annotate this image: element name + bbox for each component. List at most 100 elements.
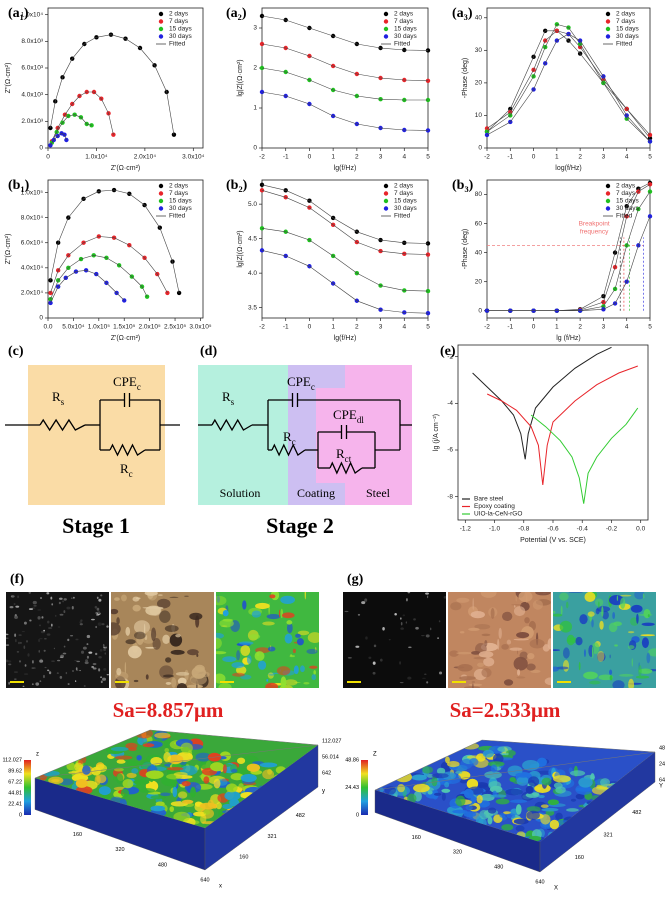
fit-line bbox=[261, 228, 429, 292]
colorbar bbox=[24, 760, 31, 815]
y-tick-label: 160 bbox=[239, 855, 248, 861]
z-tick-label: 112.027 bbox=[322, 738, 341, 744]
colorbar-label: 89.62 bbox=[8, 768, 22, 774]
micrograph-feature bbox=[278, 609, 281, 618]
micrograph-feature bbox=[547, 638, 551, 650]
micrograph-feature bbox=[613, 621, 622, 627]
micrograph-feature bbox=[51, 660, 55, 662]
surface-feature bbox=[164, 748, 170, 753]
legend-label: 15 days bbox=[616, 26, 640, 33]
micrograph-feature bbox=[158, 594, 163, 596]
micrograph-feature bbox=[478, 651, 494, 658]
component-label: CPEdl bbox=[333, 407, 364, 425]
legend-label: 7 days bbox=[394, 190, 414, 197]
micrograph-feature bbox=[14, 633, 17, 637]
surface-feature bbox=[445, 756, 450, 764]
micrograph-feature bbox=[526, 593, 528, 603]
y-tick-label: 3 bbox=[253, 25, 257, 32]
legend-key bbox=[605, 34, 611, 39]
micrograph-feature bbox=[216, 595, 227, 606]
surface-feature bbox=[513, 818, 529, 825]
x-tick-label: 1.0x10⁴ bbox=[85, 154, 108, 161]
micrograph-feature bbox=[32, 660, 34, 664]
x-tick-label: 5 bbox=[648, 154, 652, 161]
micrograph bbox=[553, 592, 656, 688]
axis-name: y bbox=[322, 789, 325, 795]
x-tick-label: 0 bbox=[46, 154, 50, 161]
fit-line bbox=[261, 67, 428, 101]
micrograph-feature bbox=[597, 601, 600, 609]
micrograph-feature bbox=[456, 651, 473, 655]
micrograph-feature bbox=[97, 622, 102, 626]
surface-feature bbox=[127, 760, 141, 768]
micrograph-feature bbox=[65, 671, 68, 675]
micrograph-feature bbox=[79, 670, 81, 672]
surface-feature bbox=[150, 795, 166, 800]
surface-feature bbox=[91, 766, 101, 776]
micrograph-feature bbox=[365, 636, 368, 640]
micrograph-feature bbox=[58, 597, 63, 600]
micrograph-feature bbox=[544, 677, 551, 686]
micrograph-feature bbox=[120, 594, 127, 602]
micrograph-feature bbox=[481, 633, 491, 637]
surface-feature bbox=[555, 786, 566, 794]
micrograph-feature bbox=[266, 613, 281, 620]
micrograph-feature bbox=[39, 680, 42, 682]
plot-frame bbox=[47, 7, 204, 149]
surface-feature bbox=[66, 762, 76, 771]
x-tick-label: 3 bbox=[602, 154, 606, 161]
x-tick-label: 1.5x10⁵ bbox=[113, 324, 136, 331]
y-tick-label: 40 bbox=[475, 14, 483, 21]
micrograph-feature bbox=[293, 665, 299, 675]
data-point bbox=[425, 252, 431, 257]
micrograph-feature bbox=[642, 593, 645, 599]
micrograph-feature bbox=[37, 609, 42, 611]
micrograph-feature bbox=[373, 644, 377, 648]
component-label: Rs bbox=[52, 389, 65, 407]
data-point bbox=[48, 300, 53, 306]
region-steel bbox=[345, 365, 412, 505]
micrograph-feature bbox=[145, 605, 161, 616]
fit-line bbox=[51, 114, 92, 143]
micrograph-feature bbox=[60, 654, 64, 659]
legend-label: Fitted bbox=[616, 213, 633, 220]
micrograph-feature bbox=[280, 595, 296, 605]
x-tick-label: -1.0 bbox=[489, 526, 501, 533]
surface-feature bbox=[515, 825, 525, 832]
micrograph-feature bbox=[85, 659, 89, 662]
micrograph-feature bbox=[402, 614, 406, 617]
micrograph-feature bbox=[133, 679, 139, 683]
legend-key bbox=[158, 191, 164, 196]
micrograph-feature bbox=[95, 625, 97, 629]
micrograph-feature bbox=[609, 675, 613, 681]
micrograph-feature bbox=[501, 644, 509, 650]
surface-outline bbox=[374, 739, 656, 791]
micrograph-feature bbox=[86, 655, 89, 659]
component-label: Rc bbox=[120, 461, 133, 479]
component-label: Rs bbox=[222, 389, 235, 407]
surface-feature bbox=[116, 759, 126, 764]
micrograph-feature bbox=[443, 595, 446, 599]
micrograph-feature bbox=[361, 601, 366, 605]
micrograph-feature bbox=[630, 604, 643, 613]
surface-feature bbox=[575, 793, 585, 800]
micrograph-feature bbox=[23, 621, 27, 625]
micrograph-feature bbox=[72, 670, 74, 672]
micrograph-feature bbox=[7, 660, 12, 663]
micrograph-feature bbox=[355, 645, 360, 648]
y-tick-label: 80 bbox=[475, 191, 483, 198]
micrograph-feature bbox=[635, 675, 650, 679]
micrograph-feature bbox=[67, 638, 70, 642]
surface-feature bbox=[444, 781, 450, 788]
micrograph-feature bbox=[609, 669, 613, 675]
y-tick-label: 2.0x10³ bbox=[21, 118, 44, 125]
micrograph-feature bbox=[568, 592, 583, 593]
micrograph-feature bbox=[648, 648, 656, 657]
surface-feature bbox=[490, 764, 498, 773]
surface-wall bbox=[539, 751, 656, 873]
x-tick-label: -0.2 bbox=[606, 526, 618, 533]
legend-label: 15 days bbox=[169, 26, 193, 33]
surface-feature bbox=[487, 807, 497, 814]
y-tick-label: 321 bbox=[268, 834, 277, 840]
